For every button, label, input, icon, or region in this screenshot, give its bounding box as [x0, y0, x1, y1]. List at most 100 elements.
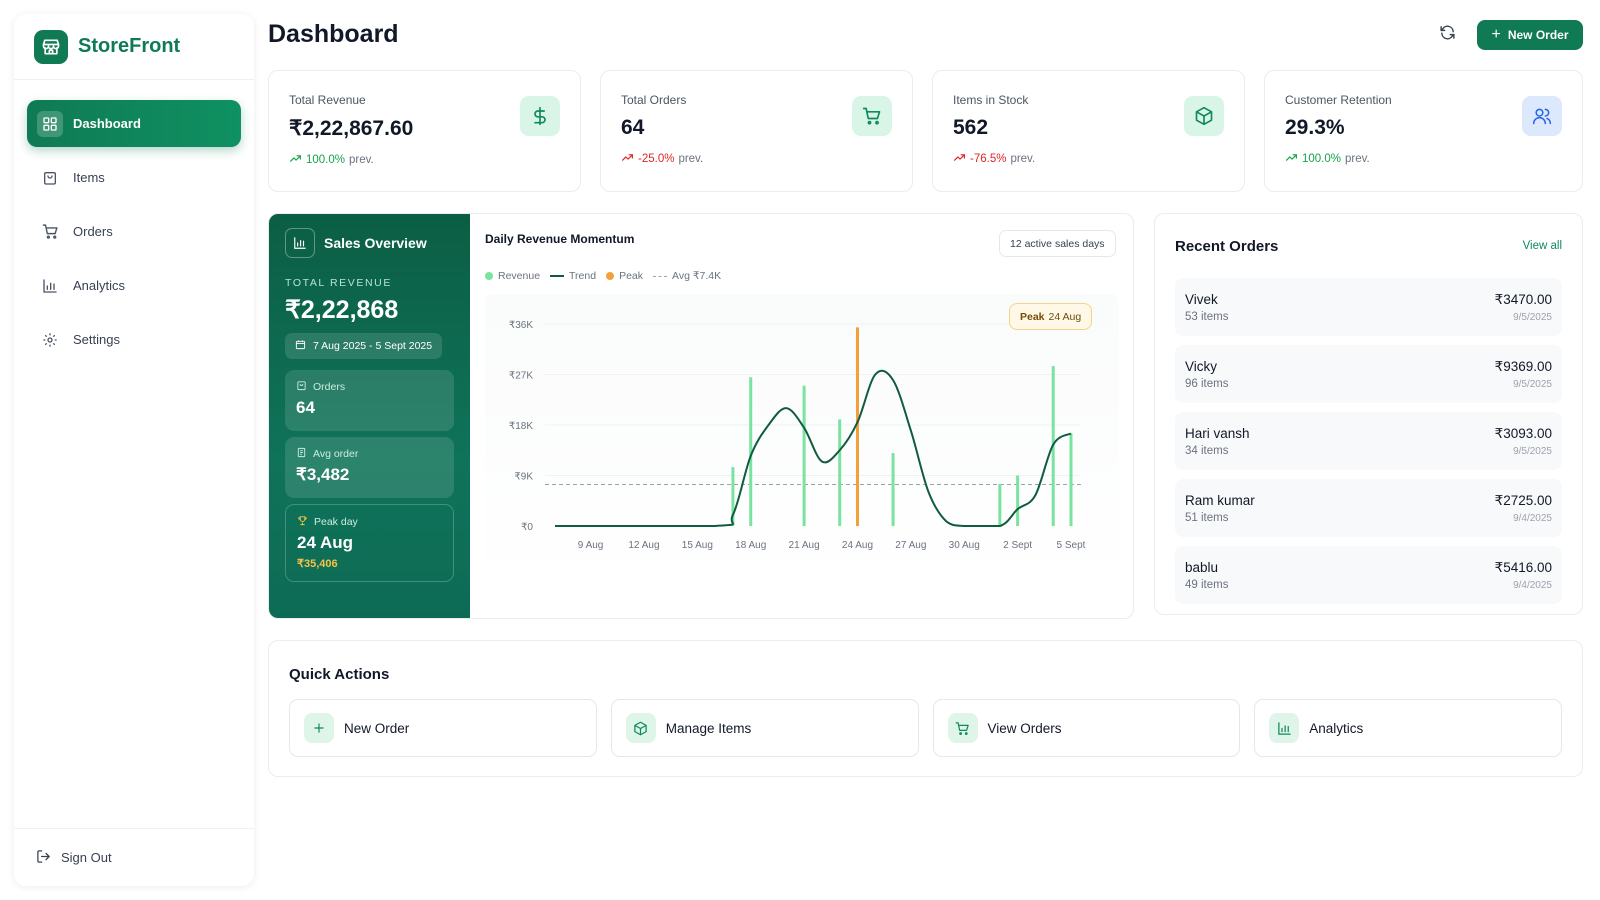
revenue-bar	[838, 419, 842, 526]
box-icon	[1184, 96, 1224, 136]
y-tick-label: ₹36K	[509, 320, 533, 331]
x-tick-label: 27 Aug	[895, 540, 926, 551]
peak-badge: Peak 24 Aug	[1009, 303, 1093, 330]
sidebar-item-label: Settings	[73, 332, 120, 347]
legend-trend: Trend	[550, 270, 596, 282]
total-revenue-kicker: TOTAL REVENUE	[285, 277, 392, 289]
sidebar: StoreFront Dashboard Items Orders Analyt…	[14, 14, 254, 886]
x-tick-label: 2 Sept	[1003, 540, 1032, 551]
x-tick-label: 21 Aug	[789, 540, 820, 551]
trend-up-icon	[1285, 151, 1298, 167]
sales-overview-panel: Sales Overview TOTAL REVENUE ₹2,22,868 7…	[268, 213, 1134, 619]
sidebar-item-items[interactable]: Items	[27, 154, 241, 201]
sidebar-nav: Dashboard Items Orders Analytics Setting…	[14, 80, 254, 363]
bag-icon	[296, 380, 313, 394]
y-tick-label: ₹27K	[509, 371, 533, 382]
date-range[interactable]: 7 Aug 2025 - 5 Sept 2025	[285, 333, 443, 359]
stat-change: 100.0% prev.	[1285, 151, 1582, 167]
order-row[interactable]: Ram kumar 51 items ₹2725.00 9/4/2025	[1175, 479, 1562, 537]
revenue-bar	[731, 467, 735, 526]
dollar-icon	[520, 96, 560, 136]
legend-peak: Peak	[606, 270, 643, 282]
trend-up-icon	[289, 152, 302, 168]
quick-action-analytics[interactable]: Analytics	[1254, 699, 1562, 757]
revenue-bar	[802, 385, 806, 526]
sales-summary: Sales Overview TOTAL REVENUE ₹2,22,868 7…	[269, 214, 470, 618]
stat-change: -76.5% prev.	[953, 151, 1244, 167]
y-tick-label: ₹0	[521, 522, 533, 533]
peak-day-summary: Peak day 24 Aug ₹35,406	[285, 504, 454, 582]
trend-down-icon	[621, 151, 634, 167]
y-tick-label: ₹18K	[509, 421, 533, 432]
active-days-badge: 12 active sales days	[999, 230, 1116, 257]
x-tick-label: 24 Aug	[842, 540, 873, 551]
x-tick-label: 12 Aug	[628, 540, 659, 551]
cart-icon	[41, 223, 59, 241]
refresh-button[interactable]	[1436, 24, 1458, 46]
sign-out-label: Sign Out	[61, 850, 112, 865]
revenue-bar	[1069, 433, 1073, 526]
stat-value: ₹2,22,867.60	[289, 117, 414, 140]
order-row[interactable]: Vicky 96 items ₹9369.00 9/5/2025	[1175, 345, 1562, 403]
x-tick-label: 30 Aug	[949, 540, 980, 551]
y-tick-label: ₹9K	[514, 472, 533, 483]
sidebar-item-label: Dashboard	[73, 116, 141, 131]
sidebar-item-label: Orders	[73, 224, 113, 239]
bag-icon	[41, 169, 59, 187]
stat-card-stock: Items in Stock 562 -76.5% prev.	[932, 70, 1245, 192]
sidebar-item-orders[interactable]: Orders	[27, 208, 241, 255]
quick-action-manage-items[interactable]: Manage Items	[610, 699, 919, 757]
recent-orders-title: Recent Orders	[1175, 237, 1279, 255]
new-order-label: New Order	[1507, 28, 1569, 42]
receipt-icon	[296, 447, 313, 461]
sidebar-item-dashboard[interactable]: Dashboard	[27, 100, 241, 147]
order-row[interactable]: bablu 49 items ₹5416.00 9/4/2025	[1175, 546, 1562, 604]
sidebar-item-label: Items	[73, 170, 105, 185]
sidebar-item-analytics[interactable]: Analytics	[27, 262, 241, 309]
x-tick-label: 5 Sept	[1057, 540, 1086, 551]
quick-actions-title: Quick Actions	[289, 666, 390, 683]
revenue-bar	[998, 483, 1002, 526]
plus-icon: +	[1491, 26, 1501, 43]
calendar-icon	[295, 339, 313, 353]
revenue-bar	[1016, 475, 1020, 526]
x-tick-label: 15 Aug	[682, 540, 713, 551]
revenue-chart-svg: ₹0 ₹9K ₹18K ₹27K ₹36K 9 Aug 12 Aug 15 Aug 18 Aug…	[509, 320, 1086, 551]
grid-icon	[37, 110, 63, 137]
stat-label: Total Revenue	[289, 93, 366, 107]
sales-overview-title: Sales Overview	[324, 235, 427, 251]
stat-value: 562	[953, 116, 989, 139]
revenue-bar	[749, 377, 753, 526]
gear-icon	[41, 331, 59, 349]
stat-label: Total Orders	[621, 93, 687, 107]
stat-card-orders: Total Orders 64 -25.0% prev.	[600, 70, 913, 192]
quick-action-new-order[interactable]: New Order	[289, 699, 597, 757]
x-tick-label: 9 Aug	[578, 540, 604, 551]
view-all-link[interactable]: View all	[1522, 240, 1562, 252]
stat-label: Customer Retention	[1285, 93, 1392, 107]
brand[interactable]: StoreFront	[14, 14, 254, 80]
store-icon	[34, 29, 68, 64]
sign-out-button[interactable]: Sign Out	[14, 828, 254, 886]
chart-title: Daily Revenue Momentum	[485, 232, 635, 246]
order-row[interactable]: Hari vansh 34 items ₹3093.00 9/5/2025	[1175, 412, 1562, 470]
stat-value: 64	[621, 116, 645, 139]
sign-out-icon	[36, 849, 61, 867]
stat-change: -25.0% prev.	[621, 151, 912, 167]
bar-chart-icon	[41, 277, 59, 295]
cart-icon	[947, 713, 978, 743]
refresh-icon	[1439, 24, 1456, 46]
stat-value: 29.3%	[1285, 116, 1345, 139]
sidebar-item-settings[interactable]: Settings	[27, 316, 241, 363]
orders-summary: Orders 64	[285, 370, 454, 431]
page-title: Dashboard	[268, 20, 399, 48]
chart-legend: Revenue Trend Peak Avg ₹7.4K	[485, 270, 731, 282]
trend-line	[554, 369, 1072, 527]
new-order-button[interactable]: + New Order	[1477, 20, 1583, 50]
stat-change: 100.0% prev.	[289, 152, 580, 168]
order-row[interactable]: Vivek 53 items ₹3470.00 9/5/2025	[1175, 278, 1562, 336]
recent-orders-panel: Recent Orders View all Vivek 53 items ₹34…	[1154, 213, 1583, 615]
bar-chart-icon	[1269, 713, 1300, 743]
legend-revenue: Revenue	[485, 270, 540, 282]
quick-action-view-orders[interactable]: View Orders	[932, 699, 1241, 757]
